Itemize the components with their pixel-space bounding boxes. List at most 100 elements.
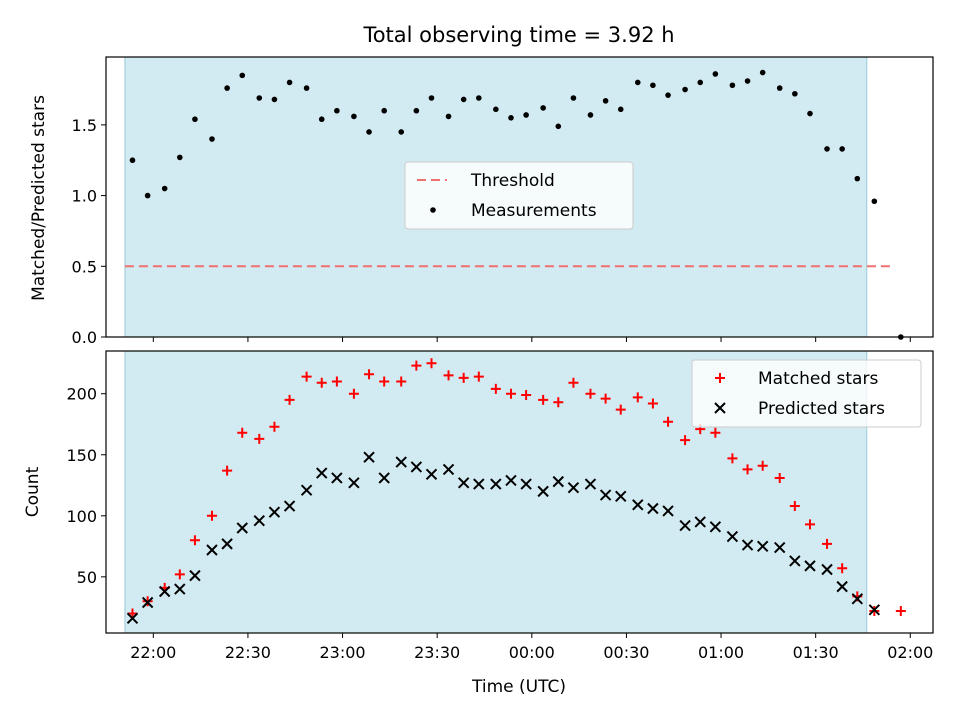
legend-label: Measurements <box>471 201 597 221</box>
y-tick-label: 0.0 <box>72 328 97 347</box>
x-tick-label: 22:30 <box>225 643 271 662</box>
predicted-star-point <box>410 461 423 473</box>
measurement-point <box>476 95 482 101</box>
matched-star-point <box>742 464 753 475</box>
top-panel: 0.0 0.5 1.0 1.5 Threshold Measurements <box>72 56 934 347</box>
predicted-star-point <box>221 538 233 550</box>
y-tick-label: 0.5 <box>72 257 97 276</box>
measurement-point <box>807 110 813 117</box>
y-tick-label: 1.0 <box>72 187 97 206</box>
measurement-point <box>759 69 766 76</box>
predicted-star-point <box>632 499 644 511</box>
matched-star-point <box>727 453 738 464</box>
matched-star-point <box>615 404 626 415</box>
predicted-star-point <box>174 583 186 595</box>
matched-star-point <box>680 435 691 446</box>
predicted-star-point <box>253 514 265 527</box>
matched-star-point <box>206 510 217 521</box>
measurement-point <box>413 107 420 114</box>
matched-star-point <box>895 606 906 617</box>
legend-label: Matched stars <box>758 369 878 389</box>
measurement-point <box>351 113 357 120</box>
x-tick-label: 22:00 <box>130 643 176 662</box>
matched-star-point <box>600 393 611 404</box>
axes-frame <box>105 56 934 338</box>
matched-star-point <box>174 569 185 580</box>
measurement-point <box>839 146 845 152</box>
matched-star-point <box>538 394 549 405</box>
matched-star-point <box>254 433 265 444</box>
y-tick-label: 50 <box>77 568 97 587</box>
predicted-star-point <box>126 612 139 625</box>
measurement-point <box>239 72 246 79</box>
measurement-point <box>129 157 136 164</box>
legend-box <box>691 359 922 428</box>
predicted-star-point <box>726 530 739 543</box>
predicted-star-point <box>647 502 659 515</box>
measurement-point <box>871 198 878 205</box>
predicted-star-point <box>520 478 532 490</box>
matched-star-point <box>127 608 138 619</box>
legend-label: Threshold <box>470 171 555 191</box>
matched-star-point <box>568 377 579 388</box>
predicted-star-point <box>789 555 801 567</box>
predicted-star-point <box>537 485 549 498</box>
predicted-star-point <box>141 596 154 609</box>
predicted-star-point <box>331 472 343 484</box>
legend-predicted-swatch <box>714 402 726 414</box>
predicted-star-point <box>851 593 864 605</box>
predicted-star-point <box>741 539 754 551</box>
measurement-point <box>398 129 405 135</box>
predicted-star-point <box>599 489 612 501</box>
bottom-panel: 50 100 150 200 22:00 22:30 23:00 23:30 00:00 00:3… <box>66 350 934 662</box>
matched-star-point <box>710 427 721 438</box>
matched-star-point <box>505 388 516 399</box>
bottom-y-axis-label: Count <box>23 466 43 517</box>
measurement-point <box>209 136 215 142</box>
y-tick-label: 200 <box>66 385 97 404</box>
predicted-star-point <box>709 521 722 533</box>
legend: Threshold Measurements <box>404 161 634 230</box>
predicted-star-point <box>395 456 407 468</box>
predicted-star-point <box>378 472 390 484</box>
predicted-star-point <box>283 500 296 512</box>
measurement-point <box>682 86 688 93</box>
predicted-star-point <box>567 482 580 494</box>
x-tick-label: 00:00 <box>509 643 555 662</box>
measurement-point <box>602 98 609 104</box>
matched-star-point <box>348 388 359 399</box>
measurement-point <box>523 112 529 118</box>
matched-star-point <box>473 371 484 382</box>
measurement-point <box>192 116 198 123</box>
measurement-point <box>854 175 861 182</box>
predicted-star-point <box>774 541 786 554</box>
predicted-star-point <box>836 580 848 593</box>
predicted-star-point <box>756 540 769 553</box>
matched-star-point <box>222 465 233 476</box>
measurement-point <box>144 192 151 199</box>
measurement-point <box>540 105 546 111</box>
legend-label: Predicted stars <box>758 399 885 419</box>
predicted-star-point <box>363 451 375 463</box>
x-tick-label: 02:00 <box>887 643 933 662</box>
legend-box <box>404 161 634 230</box>
measurement-point <box>445 113 452 120</box>
matched-star-point <box>804 519 815 530</box>
measurement-point <box>381 107 387 114</box>
predicted-star-point <box>442 463 455 476</box>
predicted-star-point <box>552 475 565 488</box>
measurement-point <box>587 112 594 118</box>
predicted-star-point <box>505 474 517 487</box>
measurement-point <box>697 79 704 86</box>
measurement-point <box>334 107 340 114</box>
measurement-point <box>318 116 325 123</box>
predicted-star-point <box>868 604 881 616</box>
predicted-star-point <box>457 477 470 489</box>
matched-star-point <box>316 377 327 388</box>
legend: Matched stars Predicted stars <box>691 359 922 428</box>
measurement-point <box>366 129 372 135</box>
matched-star-point <box>521 389 532 400</box>
measurement-point <box>617 106 624 113</box>
measurement-point <box>634 79 641 86</box>
matched-star-point <box>822 538 833 549</box>
